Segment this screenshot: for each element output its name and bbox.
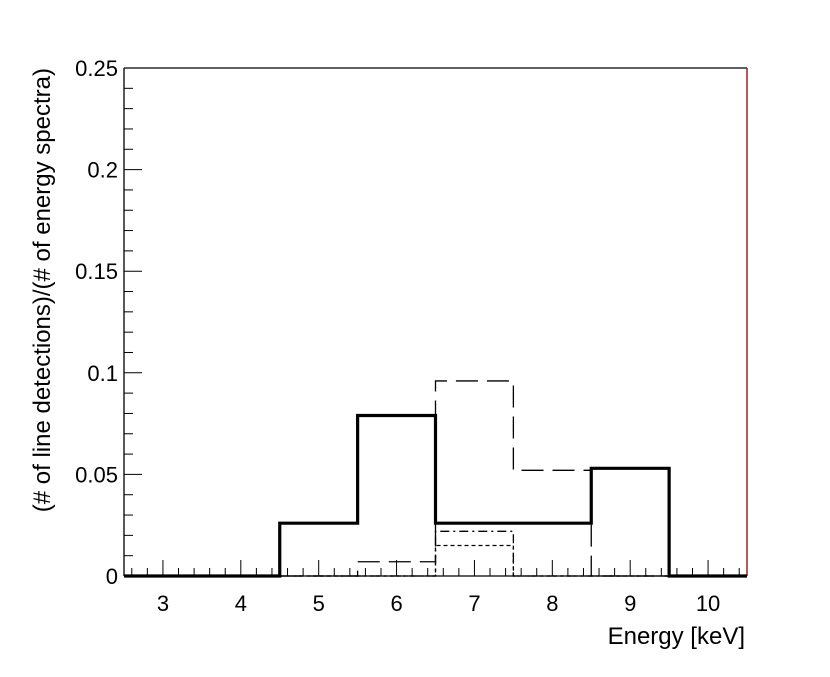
x-tick-label: 5: [313, 591, 325, 616]
y-axis-title: (# of line detections)/(# of energy spec…: [29, 68, 56, 512]
y-tick-label: 0.2: [87, 158, 118, 183]
x-axis-title: Energy [keV]: [608, 623, 745, 650]
x-tick-label: 9: [624, 591, 636, 616]
series-solid-thick: [124, 413, 747, 578]
series-layer: [124, 380, 747, 578]
x-tick-label: 8: [546, 591, 558, 616]
x-tick-label: 3: [157, 591, 169, 616]
y-tick-label: 0.1: [87, 361, 118, 386]
x-tick-label: 4: [235, 591, 247, 616]
y-tick-label: 0.15: [75, 259, 118, 284]
y-axis: 0 0.05 0.1 0.15 0.2 0.25: [75, 56, 142, 589]
x-tick-label: 7: [468, 591, 480, 616]
x-axis: 3 4 5 6 7 8 9 10: [131, 560, 740, 616]
y-tick-label: 0.05: [75, 462, 118, 487]
x-tick-label: 6: [390, 591, 402, 616]
y-tick-label: 0.25: [75, 56, 118, 81]
x-tick-label: 10: [696, 591, 720, 616]
y-tick-label: 0: [106, 564, 118, 589]
